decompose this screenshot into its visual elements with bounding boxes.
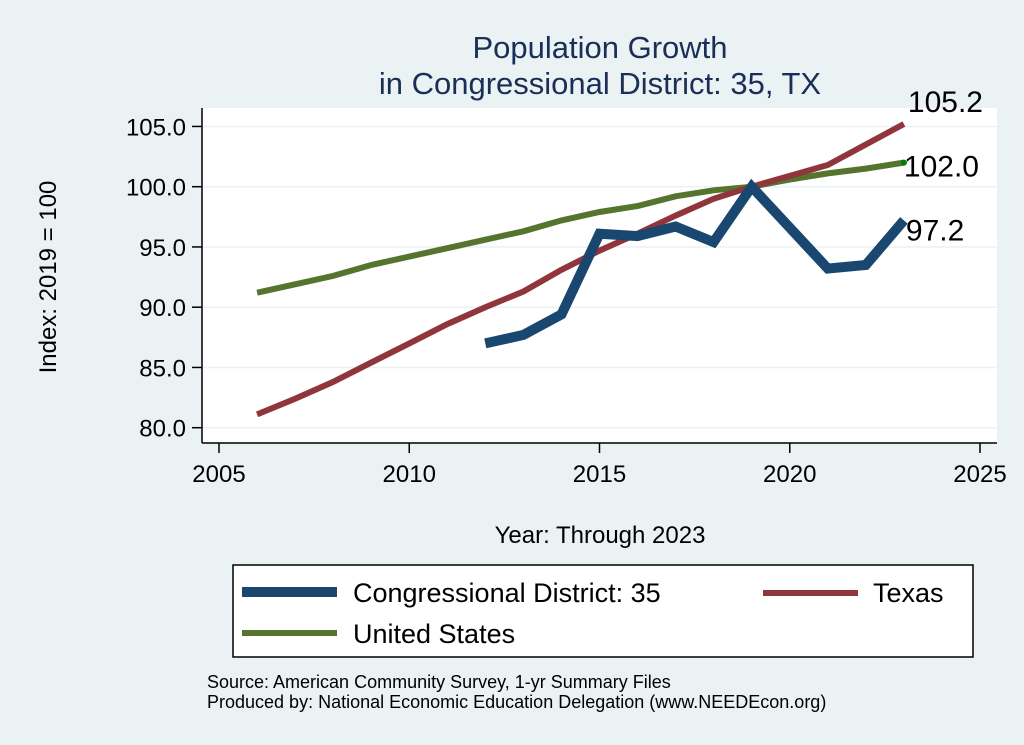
end-label-texas: 105.2 [908, 86, 983, 119]
legend: Congressional District: 35 Texas United … [232, 564, 974, 658]
us-end-marker [900, 159, 907, 166]
end-label-us: 102.0 [904, 151, 979, 184]
x-tick-label: 2015 [573, 461, 626, 488]
x-tick-label: 2005 [192, 461, 245, 488]
chart-title-line-1: Population Growth [472, 30, 727, 65]
series-line-texas [255, 121, 906, 418]
y-tick-label: 100.0 [126, 175, 186, 202]
legend-box [232, 564, 974, 658]
x-axis: 2005 2010 2015 2020 2025 [192, 442, 1007, 488]
y-tick-label: 85.0 [139, 355, 186, 382]
x-axis-title: Year: Through 2023 [495, 522, 706, 549]
y-tick-label: 95.0 [139, 235, 186, 262]
chart-title-line-2: in Congressional District: 35, TX [379, 66, 822, 101]
legend-label-texas: Texas [873, 578, 944, 608]
y-axis-title: Index: 2019 = 100 [35, 181, 62, 374]
y-tick-label: 80.0 [139, 416, 186, 443]
x-tick-label: 2025 [953, 461, 1006, 488]
legend-label-us: United States [353, 619, 515, 649]
x-tick-label: 2010 [383, 461, 436, 488]
legend-label-cd35: Congressional District: 35 [353, 578, 661, 608]
producer-note: Produced by: National Economic Education… [207, 692, 826, 712]
end-labels: 97.2 105.2 102.0 [904, 86, 983, 247]
y-axis: 80.0 85.0 90.0 95.0 100.0 105.0 [126, 108, 203, 443]
source-note: Source: American Community Survey, 1-yr … [207, 672, 671, 692]
y-tick-label: 90.0 [139, 295, 186, 322]
end-label-cd35: 97.2 [906, 214, 964, 247]
series-line-us [256, 159, 905, 296]
x-tick-label: 2020 [763, 461, 816, 488]
gridlines [202, 125, 997, 429]
y-tick-label: 105.0 [126, 114, 186, 141]
series-lines [255, 121, 908, 418]
